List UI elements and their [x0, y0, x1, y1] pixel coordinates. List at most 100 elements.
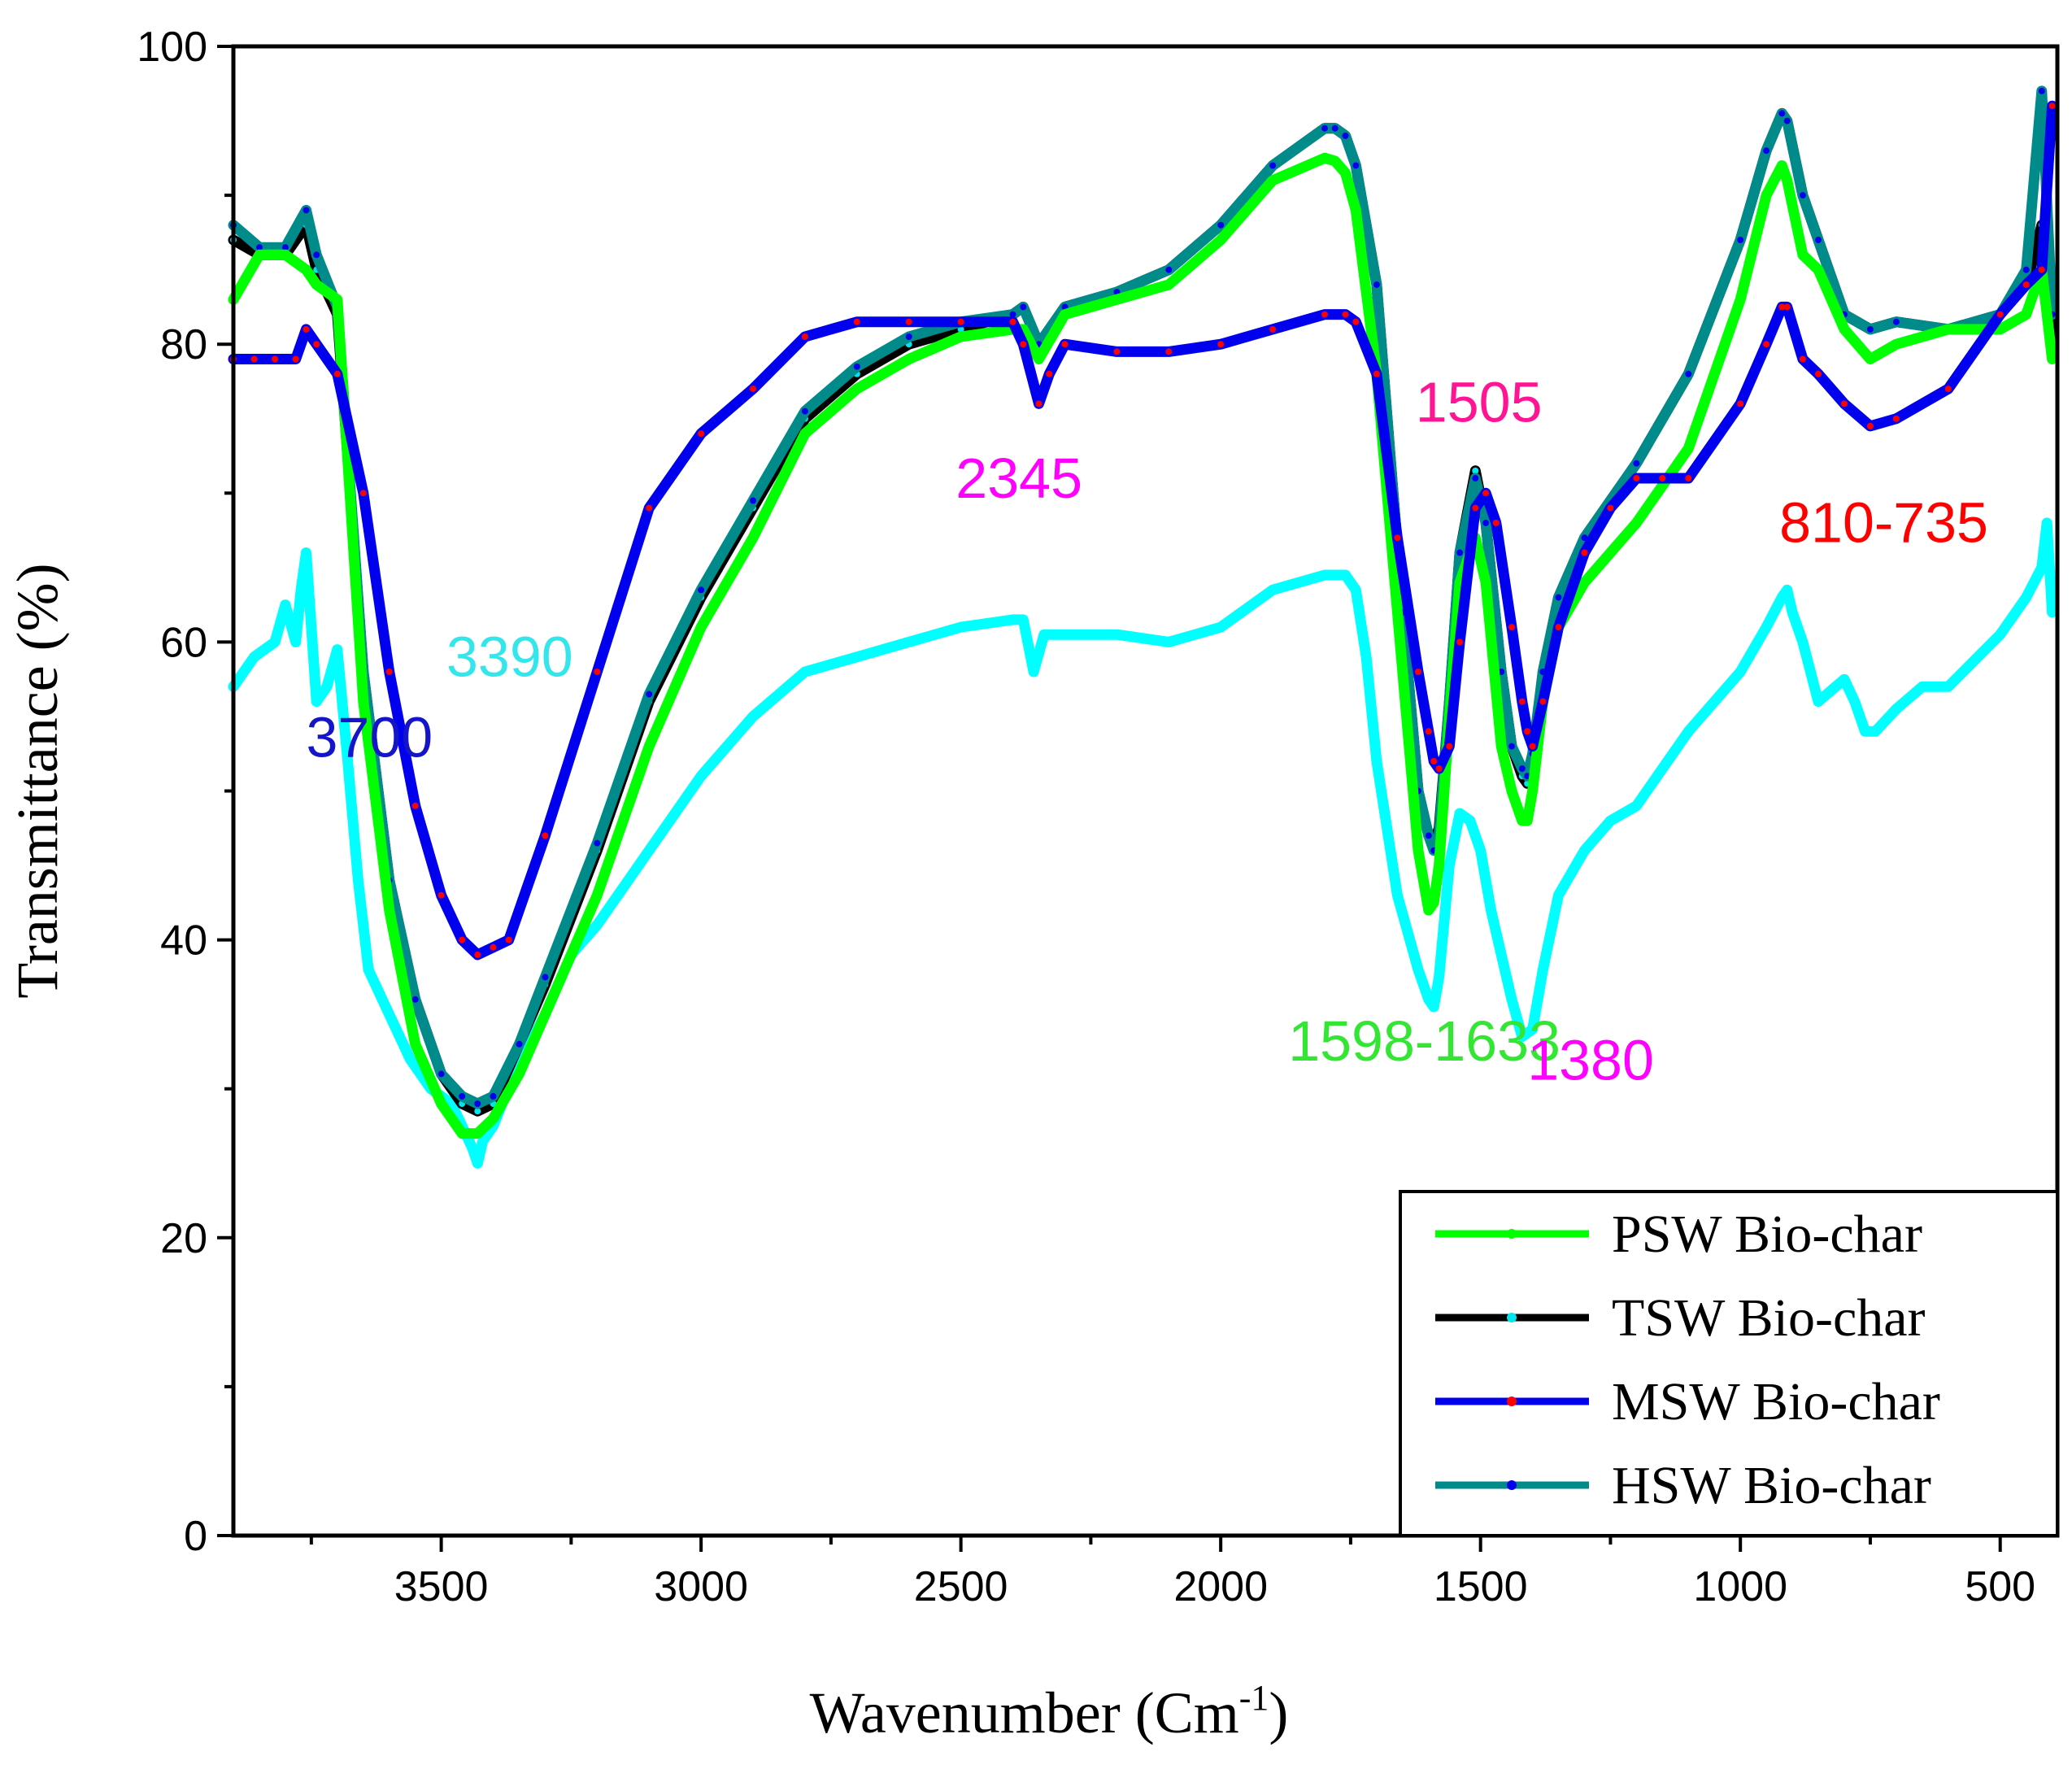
- psw-bio-char-point: [1399, 669, 1406, 675]
- y-tick-label: 20: [160, 1215, 207, 1262]
- psw-bio-char-point: [1269, 176, 1277, 184]
- psw-bio-char-point: [1799, 251, 1806, 259]
- hsw-bio-char-point: [2038, 87, 2045, 94]
- psw-bio-char-point: [1508, 787, 1515, 795]
- series-4-point: [1518, 1033, 1526, 1040]
- msw-bio-char-point: [333, 370, 341, 377]
- y-tick-label: 100: [137, 24, 207, 71]
- msw-bio-char-point: [646, 504, 653, 512]
- msw-bio-char-point: [594, 669, 601, 675]
- psw-bio-char-point: [1113, 296, 1121, 303]
- tsw-bio-char-point: [1472, 467, 1479, 474]
- psw-bio-char-point: [359, 698, 367, 705]
- msw-bio-char-point: [1685, 475, 1692, 481]
- psw-bio-char-point: [1331, 158, 1339, 164]
- msw-bio-char-point: [1269, 325, 1277, 333]
- psw-bio-char-point: [281, 251, 289, 259]
- hsw-bio-char-point: [256, 244, 263, 251]
- msw-bio-char-point: [474, 951, 481, 958]
- series-4-point: [1529, 1026, 1536, 1033]
- series-4-point: [1498, 951, 1505, 958]
- hsw-bio-char-point: [1425, 832, 1432, 839]
- psw-bio-char-point: [1482, 579, 1490, 586]
- psw-bio-char-point: [1996, 325, 2004, 333]
- series-4-point: [1020, 616, 1027, 623]
- msw-bio-char-point: [1944, 386, 1952, 393]
- psw-bio-char-point: [313, 281, 320, 288]
- psw-bio-char-point: [1035, 355, 1043, 363]
- msw-bio-char-point: [1482, 490, 1490, 497]
- msw-bio-char-point: [1529, 743, 1536, 750]
- psw-bio-char-point: [1425, 907, 1432, 913]
- psw-bio-char-point: [1430, 899, 1438, 906]
- hsw-bio-char-point: [1799, 192, 1806, 199]
- series-layer: [228, 85, 2058, 1169]
- psw-bio-char-point: [459, 1130, 466, 1137]
- psw-bio-char-point: [1633, 519, 1640, 526]
- series-4-point: [324, 683, 330, 691]
- series-4-point: [1030, 669, 1038, 675]
- msw-bio-char-point: [698, 430, 705, 438]
- annotation-3390: 3390: [446, 625, 573, 689]
- msw-bio-char-point: [2048, 102, 2056, 110]
- psw-bio-char-point: [957, 333, 964, 340]
- series-4-point: [1061, 631, 1069, 638]
- msw-bio-char-point: [1456, 638, 1464, 646]
- msw-bio-char-point: [411, 802, 419, 809]
- hsw-bio-char-point: [646, 691, 653, 698]
- msw-bio-char-point: [1508, 624, 1515, 631]
- x-tick-label: 500: [1965, 1563, 2035, 1610]
- series-4-point: [1446, 862, 1453, 869]
- msw-bio-char-point: [1996, 311, 2004, 318]
- series-4-point: [385, 1011, 393, 1018]
- series-4-point: [853, 653, 860, 660]
- series-4-point: [1373, 757, 1380, 765]
- psw-bio-char-point: [516, 1070, 523, 1078]
- x-axis-title-superscript: -1: [1239, 1678, 1269, 1718]
- psw-bio-char-point: [1498, 743, 1505, 750]
- psw-bio-char-point: [437, 1100, 445, 1107]
- msw-bio-char-point: [459, 936, 466, 943]
- psw-bio-char-point: [303, 266, 310, 273]
- psw-bio-char-point: [1061, 311, 1069, 318]
- series-4-point: [298, 586, 305, 594]
- legend-marker-psw-bio-char: [1507, 1229, 1517, 1239]
- psw-bio-char-point: [411, 1040, 419, 1048]
- series-4-point: [1944, 683, 1952, 691]
- hsw-bio-char-point: [411, 996, 419, 1003]
- psw-bio-char-point: [1165, 281, 1173, 288]
- hsw-bio-char-point: [1321, 124, 1328, 132]
- hsw-bio-char-point: [1866, 325, 1874, 333]
- series-4-point: [1783, 586, 1791, 594]
- psw-bio-char-point: [333, 296, 341, 303]
- series-4-point: [1789, 608, 1796, 616]
- x-tick-label: 2500: [914, 1563, 1008, 1610]
- hsw-bio-char-point: [1685, 370, 1692, 377]
- series-4-point: [1363, 653, 1370, 660]
- series-4-point: [957, 624, 964, 631]
- psw-bio-char-point: [1415, 847, 1421, 854]
- series-4-point: [313, 698, 320, 705]
- series-4-point: [905, 638, 912, 646]
- hsw-bio-char-point: [1508, 743, 1515, 750]
- msw-bio-char-point: [437, 891, 445, 899]
- x-tick-label: 1000: [1693, 1563, 1787, 1610]
- y-tick-label: 80: [160, 321, 207, 368]
- msw-bio-char-point: [385, 669, 393, 675]
- psw-bio-char-point: [1737, 296, 1744, 303]
- msw-bio-char-point: [1737, 400, 1744, 407]
- psw-bio-char-point: [385, 907, 393, 913]
- msw-bio-char-point: [1518, 698, 1526, 705]
- series-4-point: [1342, 572, 1349, 578]
- legend-label-hsw-bio-char: HSW Bio-char: [1612, 1456, 1931, 1515]
- hsw-bio-char-point: [1518, 765, 1526, 772]
- msw-bio-char-point: [1659, 475, 1666, 481]
- series-4-point: [2044, 519, 2051, 526]
- psw-bio-char-point: [1783, 176, 1791, 184]
- msw-bio-char-point: [1607, 504, 1614, 512]
- series-4-point: [1477, 847, 1484, 854]
- x-tick-label: 2000: [1173, 1563, 1268, 1610]
- axes-layer: 3500 3000 2500 2000 1500 1000 500 0 20 40 60 80 100: [137, 24, 2060, 1610]
- msw-bio-char-point: [250, 355, 258, 363]
